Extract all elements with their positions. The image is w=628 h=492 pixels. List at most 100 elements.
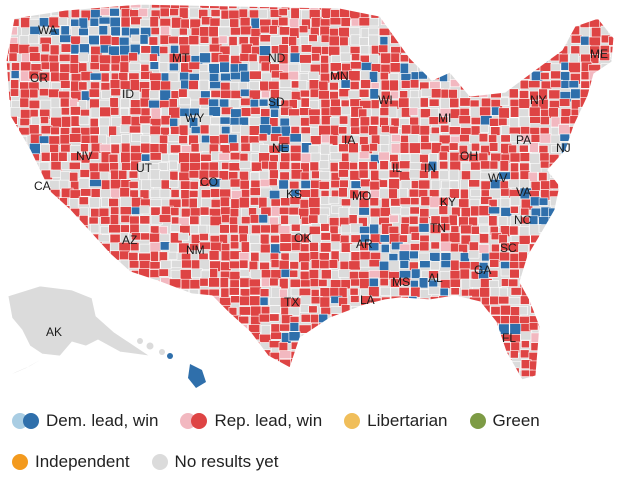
county-cell [609,286,614,298]
county-cell [480,4,491,10]
county-cell [420,134,430,144]
county-cell [159,17,171,28]
county-cell [189,295,199,306]
county-cell [440,43,451,55]
county-cell [169,62,179,72]
county-cell [460,188,469,200]
county-cell [230,378,241,380]
county-cell [518,108,529,118]
county-cell [480,97,491,108]
county-cell [619,0,628,9]
county-cell [378,350,390,360]
county-cell [258,98,269,107]
county-cell [449,26,460,38]
state-label-sd: SD [268,95,285,109]
county-cell [389,367,402,379]
county-cell [569,295,581,308]
county-cell [338,27,350,38]
county-cell [488,54,501,63]
county-cell [79,234,89,246]
county-cell [150,206,161,217]
county-cell [11,162,24,174]
county-cell [581,125,593,135]
county-cell [9,43,21,54]
state-label-tn: TN [430,221,446,235]
county-cell [518,144,529,153]
county-cell [279,277,289,290]
county-cell [539,133,552,144]
county-cell [189,45,201,56]
county-cell [60,378,73,380]
county-cell [88,269,98,279]
county-cell [621,261,628,270]
county-cell [108,224,121,234]
county-cell [559,18,572,28]
county-cell [579,349,592,358]
county-cell [330,241,341,251]
county-cell [199,324,212,333]
county-cell [369,197,379,207]
county-cell [408,188,420,198]
county-cell [178,124,189,136]
county-cell [418,223,430,233]
county-cell [428,270,439,279]
county-cell [189,181,199,190]
county-cell [498,54,508,64]
county-cell [620,377,628,385]
county-cell [398,250,411,262]
county-cell [570,243,583,254]
county-cell [319,242,332,253]
county-cell [480,160,491,170]
county-cell [9,145,21,154]
county-cell [509,349,519,359]
county-cell [320,333,331,343]
county-cell [169,358,180,368]
county-cell [430,126,440,135]
county-cell [29,368,42,378]
county-cell [59,261,71,270]
county-cell [450,16,461,27]
county-cell [419,315,431,325]
county-cell [201,189,212,199]
county-cell [288,36,298,47]
county-cell [490,152,503,162]
county-cell [229,18,240,29]
county-cell [58,151,68,162]
county-cell [219,116,231,125]
county-cell [219,376,231,380]
county-cell [390,4,402,9]
county-cell [28,34,39,45]
county-cell [470,368,480,378]
county-cell [350,278,361,287]
county-cell [569,288,581,298]
state-label-al: AL [428,271,443,285]
county-cell [521,36,534,48]
county-cell [129,107,143,115]
county-cell [149,269,161,278]
county-cell [110,188,121,199]
county-cell [279,79,292,88]
county-cell [81,90,91,102]
county-cell [128,252,139,262]
county-cell [411,268,421,279]
county-cell [298,252,311,263]
county-cell [390,52,400,63]
county-cell [590,54,600,64]
county-cell [599,251,610,262]
county-cell [399,323,411,336]
county-cell [98,349,111,358]
county-cell [489,340,501,352]
county-cell [461,386,471,395]
county-cell [388,178,400,190]
county-cell [549,349,561,360]
county-cell [99,171,110,181]
county-cell [401,18,411,27]
county-cell [460,207,471,218]
county-cell [89,118,99,128]
county-cell [359,350,373,360]
county-cell [350,295,360,303]
county-cell [28,268,38,280]
county-cell [329,152,343,161]
county-cell [240,360,253,372]
county-cell [108,198,119,207]
